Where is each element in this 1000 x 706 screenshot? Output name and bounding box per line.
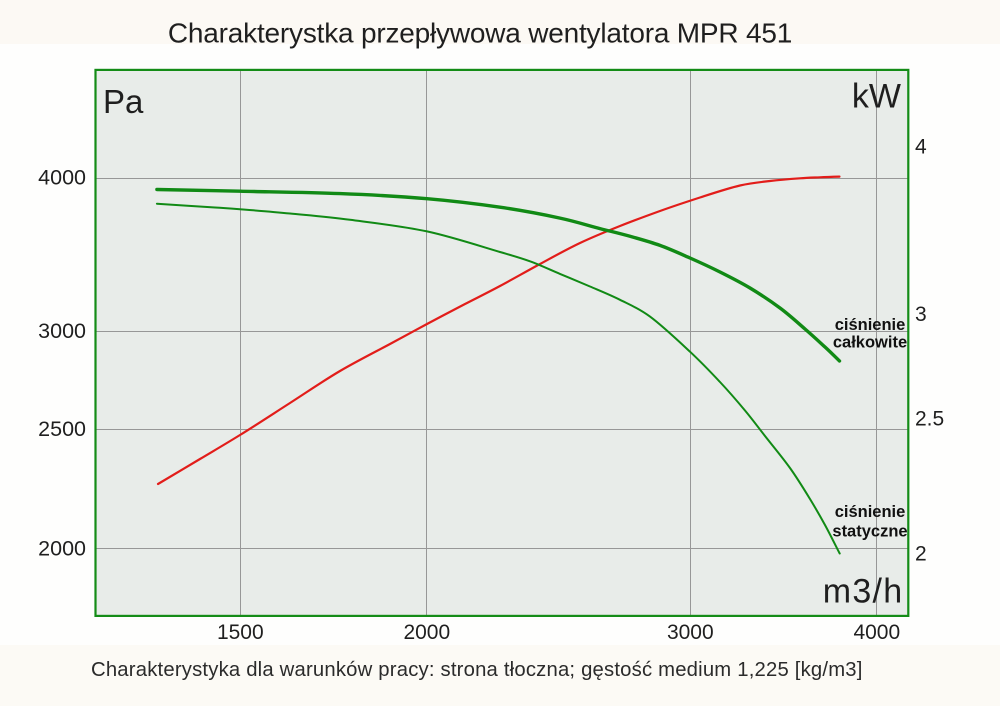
svg-text:4000: 4000 (853, 621, 900, 644)
svg-text:kW: kW (852, 78, 901, 116)
svg-text:ciśnienie: ciśnienie (835, 316, 906, 334)
svg-text:2: 2 (915, 543, 927, 566)
svg-text:3: 3 (915, 303, 927, 326)
svg-text:Pa: Pa (103, 83, 144, 120)
svg-text:Charakterystyka dla warunków p: Charakterystyka dla warunków pracy: stro… (91, 659, 863, 681)
svg-text:3000: 3000 (667, 621, 714, 644)
svg-text:m3/h: m3/h (823, 573, 904, 611)
svg-text:ciśnienie: ciśnienie (835, 503, 906, 521)
svg-text:statyczne: statyczne (832, 523, 907, 541)
svg-text:1500: 1500 (217, 621, 264, 644)
svg-text:4: 4 (915, 136, 927, 159)
svg-text:2500: 2500 (38, 417, 86, 441)
svg-text:4000: 4000 (38, 166, 86, 190)
svg-text:całkowite: całkowite (833, 334, 907, 352)
svg-text:Charakterystka przepływowa wen: Charakterystka przepływowa wentylatora M… (168, 18, 792, 49)
svg-text:3000: 3000 (38, 319, 86, 343)
svg-text:2000: 2000 (403, 621, 450, 644)
svg-text:2000: 2000 (38, 536, 86, 560)
svg-text:2.5: 2.5 (915, 408, 944, 431)
